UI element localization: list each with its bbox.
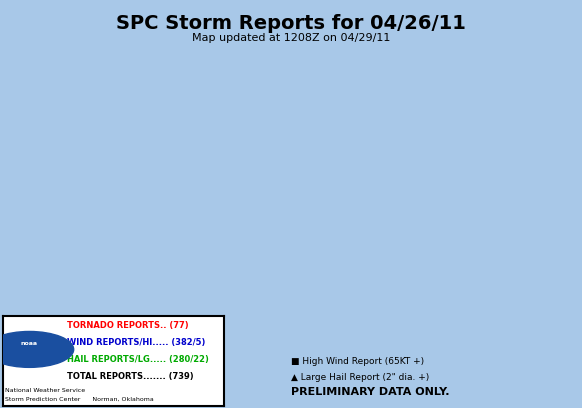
Text: ■ High Wind Report (65KT +): ■ High Wind Report (65KT +)	[291, 357, 424, 366]
Text: TORNADO REPORTS.. (77): TORNADO REPORTS.. (77)	[67, 321, 189, 330]
Text: National Weather Service: National Weather Service	[5, 388, 85, 393]
Circle shape	[0, 331, 74, 367]
Text: ▲ Large Hail Report (2" dia. +): ▲ Large Hail Report (2" dia. +)	[291, 373, 430, 382]
Text: Map updated at 1208Z on 04/29/11: Map updated at 1208Z on 04/29/11	[192, 33, 390, 43]
Text: PRELIMINARY DATA ONLY.: PRELIMINARY DATA ONLY.	[291, 387, 449, 397]
Text: SPC Storm Reports for 04/26/11: SPC Storm Reports for 04/26/11	[116, 14, 466, 33]
Text: Storm Prediction Center      Norman, Oklahoma: Storm Prediction Center Norman, Oklahoma	[5, 397, 154, 402]
Text: TOTAL REPORTS....... (739): TOTAL REPORTS....... (739)	[67, 372, 194, 381]
Text: WIND REPORTS/HI..... (382/5): WIND REPORTS/HI..... (382/5)	[67, 338, 205, 347]
Text: HAIL REPORTS/LG..... (280/22): HAIL REPORTS/LG..... (280/22)	[67, 355, 209, 364]
Text: noaa: noaa	[21, 341, 38, 346]
